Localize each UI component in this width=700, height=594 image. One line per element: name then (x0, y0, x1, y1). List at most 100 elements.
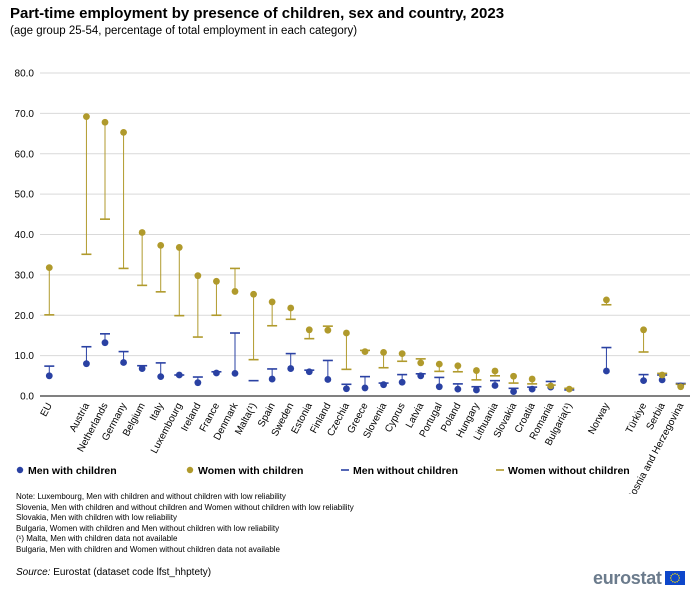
men-with-children-point (417, 372, 425, 380)
source-label: Source: (16, 567, 51, 578)
notes-block: Note: Luxembourg, Men with children and … (16, 492, 354, 556)
note-line: Slovakia, Men with children with low rel… (16, 513, 177, 523)
women-with-children-point (417, 359, 425, 367)
women-with-children-point (101, 118, 109, 126)
men-with-children-point (454, 385, 462, 393)
women-with-children-point (491, 367, 499, 375)
chart-svg: 0.0 10.0 20.0 30.0 40.0 50.0 60.0 70.0 80.0 EU Au… (15, 69, 690, 494)
flag-star (673, 573, 676, 575)
men-with-children-point (101, 339, 109, 347)
men-with-children-point (287, 365, 295, 372)
women-with-children-point (250, 290, 257, 298)
men-with-children-point (491, 382, 499, 389)
legend-label: Men with children (28, 465, 117, 477)
women-with-children-point (565, 385, 573, 393)
eu-flag-icon (664, 571, 685, 585)
grid-lines (40, 72, 690, 397)
flag-star (671, 573, 674, 575)
note-line: (¹) Malta, Men with children data not av… (16, 534, 178, 544)
men-with-children-point (435, 383, 443, 391)
men-with-children-point (268, 375, 276, 383)
flag-star (677, 579, 680, 581)
flag-star (673, 581, 676, 583)
legend-label: Men without children (353, 465, 458, 477)
men-with-children-point (138, 365, 146, 372)
y-tick-label: 80.0 (15, 69, 35, 80)
men-with-children-point (398, 378, 406, 386)
legend-marker (186, 466, 194, 474)
men-with-children-point (305, 368, 313, 376)
men-with-children-point (640, 377, 647, 385)
men-with-children-point (83, 360, 90, 368)
x-tick-label: EU (39, 401, 55, 418)
women-with-children-point (213, 277, 220, 285)
women-with-children-point (547, 382, 555, 390)
men-with-children-point (213, 369, 220, 377)
men-with-children-point (510, 388, 517, 395)
women-with-children-point (175, 244, 183, 251)
source-line: Source: Eurostat (dataset code lfst_hhpt… (16, 567, 211, 578)
flag-star (677, 575, 680, 577)
flag-star (676, 573, 678, 575)
women-with-children-point (120, 128, 127, 136)
y-tick-label: 50.0 (15, 190, 35, 201)
men-with-children-point (194, 379, 202, 387)
men-with-children-point (175, 371, 183, 379)
note-line: Slovenia, Men with children and without … (16, 502, 354, 512)
y-tick-label: 60.0 (15, 149, 35, 160)
y-tick-label: 20.0 (15, 311, 35, 322)
women-with-children-point (231, 288, 239, 295)
source-text: Eurostat (dataset code lfst_hhptety) (50, 567, 212, 578)
men-with-children-point (361, 384, 369, 392)
women-with-children-point (361, 348, 369, 355)
x-tick-label: Italy (148, 401, 166, 422)
men-with-children-point (231, 369, 239, 377)
women-with-children-point (435, 360, 443, 368)
x-tick-label: Türkiye (624, 401, 649, 435)
eurostat-logo: eurostat (593, 568, 685, 588)
y-tick-label: 0.0 (20, 392, 34, 403)
women-with-children-point (473, 367, 480, 374)
y-tick-label: 10.0 (15, 351, 35, 362)
women-with-children-point (194, 272, 202, 280)
women-with-children-point (454, 362, 462, 370)
note-line: Bulgaria, Women with children and Men wi… (16, 523, 280, 533)
women-with-children-point (528, 375, 536, 383)
men-with-children-point (120, 359, 127, 366)
legend-marker (16, 466, 24, 474)
legend: Men with children Women with children Men … (16, 465, 630, 477)
men-with-children-point (380, 381, 387, 389)
women-with-children-point (287, 304, 295, 312)
women-with-children-point (398, 350, 406, 358)
women-with-children-point (640, 326, 647, 334)
y-tick-label: 30.0 (15, 270, 35, 281)
women-with-children-point (324, 326, 332, 334)
flag-star (671, 581, 674, 583)
women-with-children-point (305, 326, 313, 334)
chart-subtitle: (age group 25-54, percentage of total em… (10, 25, 358, 37)
note-line: Bulgaria, Men with children and Women wi… (16, 544, 281, 554)
men-with-children-point (473, 386, 480, 394)
men-with-children-point (324, 376, 332, 383)
x-tick-label: Norway (586, 401, 612, 436)
y-tick-label: 40.0 (15, 230, 35, 241)
women-with-children-point (157, 242, 165, 249)
men-with-children-point (343, 385, 350, 393)
men-with-children-point (45, 372, 53, 380)
men-with-children-point (658, 376, 666, 384)
women-with-children-point (138, 229, 146, 236)
women-with-children-point (45, 264, 53, 272)
women-with-children-point (677, 383, 685, 391)
flag-star (676, 581, 678, 583)
women-with-children-point (658, 371, 666, 379)
women-with-children-point (343, 329, 350, 337)
women-with-children-point (510, 372, 517, 380)
chart-title: Part-time employment by presence of chil… (10, 5, 505, 22)
men-with-children-point (528, 385, 536, 393)
flag-star (678, 577, 680, 579)
women-with-children-point (603, 296, 610, 304)
men-with-children-point (157, 373, 165, 381)
women-with-children-point (268, 298, 276, 306)
legend-label: Women without children (508, 465, 630, 477)
